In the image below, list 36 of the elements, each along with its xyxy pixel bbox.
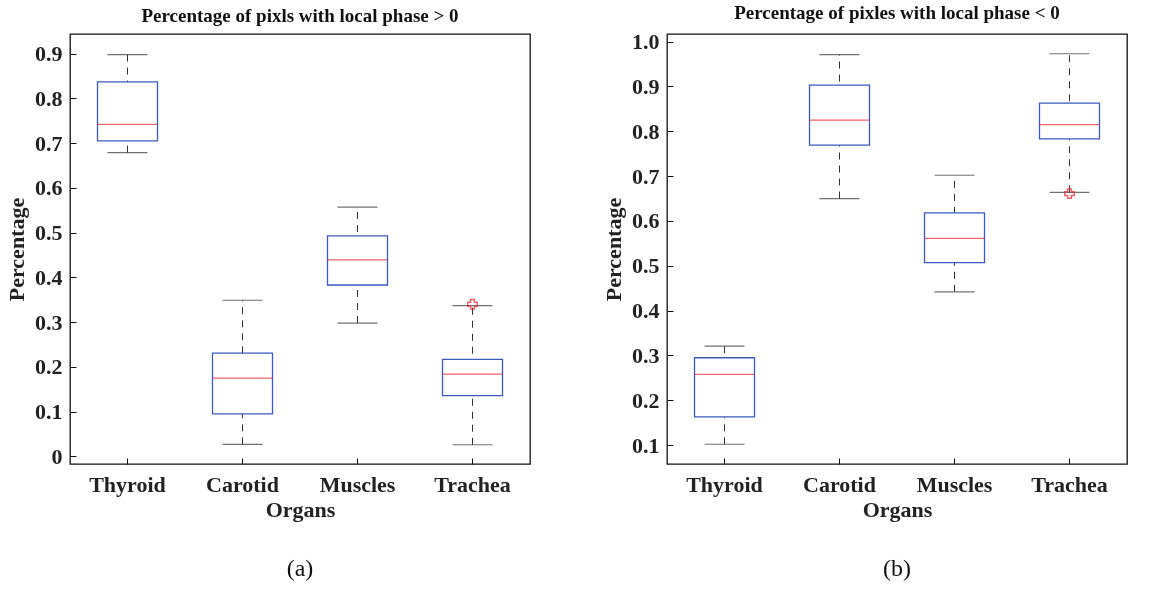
y-tick-label: 0.6 <box>35 175 63 201</box>
text: (b) <box>883 555 911 581</box>
y-tick-label: 0.4 <box>35 264 63 290</box>
x-tick-label: Muscles <box>916 471 993 497</box>
y-tick-label: 0.5 <box>632 253 660 279</box>
chart-title: Percentage of pixls with local phase > 0 <box>141 5 459 26</box>
y-tick-label: 0.2 <box>632 387 660 413</box>
x-tick-label: Thyroid <box>89 471 166 497</box>
y-tick-label: 1.0 <box>632 29 660 55</box>
y-tick-label: 0.1 <box>35 399 63 425</box>
y-tick-label: 0.8 <box>632 118 660 144</box>
y-tick-label: 0.6 <box>632 208 660 234</box>
y-axis-title: Percentage <box>601 197 626 302</box>
x-tick-label: Trachea <box>434 471 511 497</box>
y-tick-label: 0.3 <box>632 342 660 368</box>
y-axis-title: Percentage <box>4 197 29 302</box>
x-axis-title: Organs <box>265 496 336 522</box>
y-tick-label: 0.5 <box>35 220 63 246</box>
y-tick-label: 0.7 <box>35 130 63 156</box>
x-tick-label: Thyroid <box>686 471 763 497</box>
x-axis-title: Organs <box>862 496 933 522</box>
x-tick-label: Carotid <box>803 471 876 497</box>
x-tick-label: Trachea <box>1031 471 1108 497</box>
x-tick-label: Muscles <box>319 471 396 497</box>
y-tick-label: 0.9 <box>35 41 63 67</box>
y-tick-label: 0 <box>51 443 63 469</box>
y-tick-label: 0.7 <box>632 163 660 189</box>
y-tick-label: 0.3 <box>35 309 63 335</box>
y-tick-label: 0.9 <box>632 73 660 99</box>
chart-title: Percentage of pixles with local phase < 0 <box>734 1 1060 23</box>
text: (a) <box>286 555 314 581</box>
y-tick-label: 0.4 <box>632 298 660 324</box>
x-tick-label: Carotid <box>206 471 279 497</box>
y-tick-label: 0.1 <box>632 432 660 458</box>
y-tick-label: 0.2 <box>35 354 63 380</box>
y-tick-label: 0.8 <box>35 85 63 111</box>
